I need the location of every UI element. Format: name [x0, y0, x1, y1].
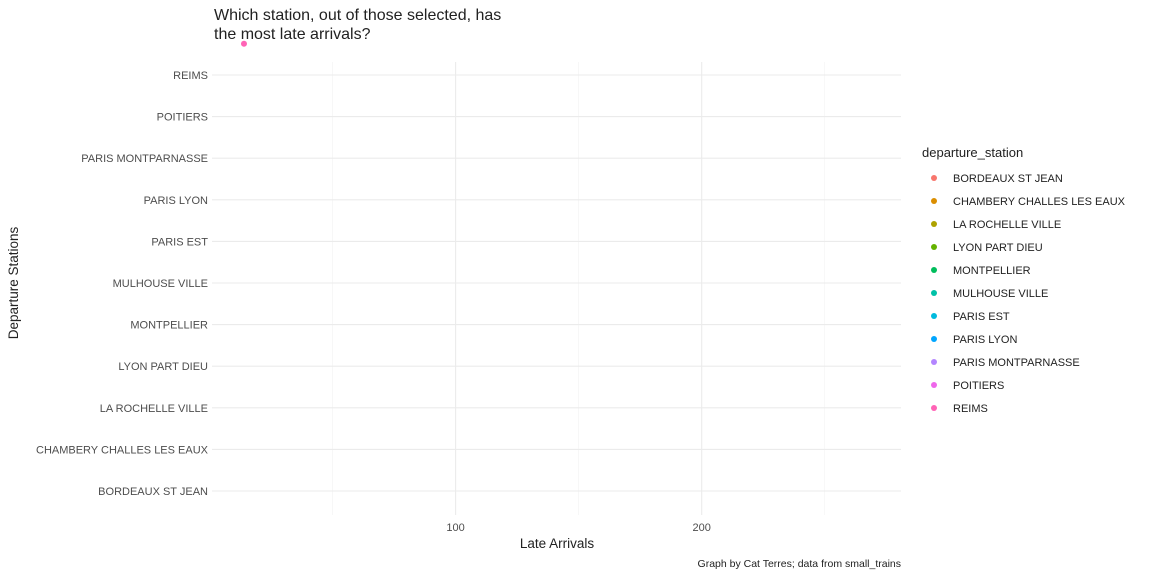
legend-key	[931, 359, 937, 365]
legend-key	[931, 405, 937, 411]
legend-key	[931, 382, 937, 388]
data-point	[240, 40, 247, 47]
y-tick-label: BORDEAUX ST JEAN	[98, 486, 208, 498]
x-tick-label: 100	[446, 522, 464, 534]
y-tick-label: PARIS EST	[151, 236, 208, 248]
legend-key	[931, 221, 937, 227]
y-tick-label: LYON PART DIEU	[118, 361, 208, 373]
legend-label: PARIS MONTPARNASSE	[953, 357, 1080, 369]
legend-label: MULHOUSE VILLE	[953, 288, 1048, 300]
x-axis-title: Late Arrivals	[520, 536, 595, 551]
chart-caption: Graph by Cat Terres; data from small_tra…	[698, 558, 901, 570]
legend: departure_station BORDEAUX ST JEAN CHAMBE…	[922, 145, 1126, 415]
y-tick-label: LA ROCHELLE VILLE	[100, 403, 208, 415]
chart-title-line-2: the most late arrivals?	[214, 26, 371, 43]
y-tick-labels: BORDEAUX ST JEAN CHAMBERY CHALLES LES EAU…	[36, 70, 209, 498]
legend-key	[931, 198, 937, 204]
grid	[212, 62, 901, 515]
y-tick-label: MONTPELLIER	[130, 320, 208, 332]
legend-title: departure_station	[922, 145, 1023, 160]
y-tick-label: REIMS	[173, 70, 208, 82]
y-tick-label: MULHOUSE VILLE	[113, 278, 208, 290]
legend-label: POITIERS	[953, 380, 1004, 392]
legend-label: CHAMBERY CHALLES LES EAUX	[953, 196, 1126, 208]
legend-key	[931, 244, 937, 250]
legend-label: REIMS	[953, 403, 988, 415]
chart-title-line-1: Which station, out of those selected, ha…	[214, 7, 501, 24]
legend-label: BORDEAUX ST JEAN	[953, 173, 1063, 185]
legend-label: LA ROCHELLE VILLE	[953, 219, 1061, 231]
legend-label: MONTPELLIER	[953, 265, 1031, 277]
x-tick-label: 200	[693, 522, 711, 534]
legend-key	[931, 336, 937, 342]
y-tick-label: POITIERS	[157, 112, 208, 124]
legend-key	[931, 313, 937, 319]
x-tick-labels: 100 200	[446, 522, 710, 534]
data-points	[240, 40, 247, 47]
y-tick-label: CHAMBERY CHALLES LES EAUX	[36, 444, 209, 456]
legend-key	[931, 267, 937, 273]
y-tick-label: PARIS MONTPARNASSE	[81, 153, 208, 165]
y-tick-label: PARIS LYON	[144, 195, 208, 207]
legend-key	[931, 175, 937, 181]
y-axis-title: Departure Stations	[6, 226, 21, 339]
legend-label: PARIS LYON	[953, 334, 1017, 346]
legend-label: PARIS EST	[953, 311, 1010, 323]
legend-label: LYON PART DIEU	[953, 242, 1043, 254]
legend-key	[931, 290, 937, 296]
